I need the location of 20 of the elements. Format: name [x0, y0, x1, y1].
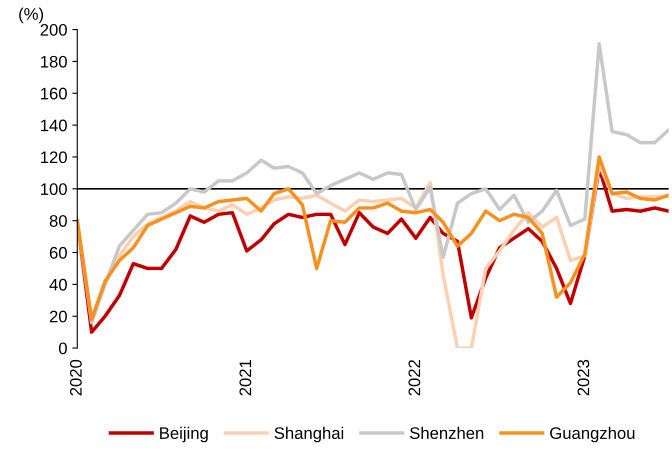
- legend-label: Guangzhou: [550, 426, 634, 442]
- y-tick-label: 140: [41, 120, 67, 132]
- y-tick-label: 80: [50, 215, 67, 227]
- y-tick-label: 120: [41, 151, 67, 164]
- x-tick-label: 2021: [239, 360, 252, 396]
- x-tick-label: 2023: [577, 360, 590, 396]
- y-tick-label: 200: [40, 24, 67, 36]
- y-tick-label: 20: [50, 310, 67, 322]
- legend-label: Shanghai: [274, 426, 344, 442]
- y-tick-label: 40: [49, 278, 67, 291]
- y-axis-title: (%): [19, 8, 44, 24]
- legend-label: Beijing: [160, 426, 208, 442]
- y-tick-label: 0: [58, 342, 67, 354]
- x-tick-label: 2022: [408, 360, 420, 396]
- legend-label: Shenzhen: [410, 426, 484, 440]
- y-tick-label: 60: [50, 246, 67, 259]
- x-tick-label: 2020: [70, 360, 82, 396]
- y-tick-label: 160: [41, 88, 67, 100]
- y-tick-label: 100: [41, 183, 67, 196]
- y-tick-label: 180: [41, 56, 67, 68]
